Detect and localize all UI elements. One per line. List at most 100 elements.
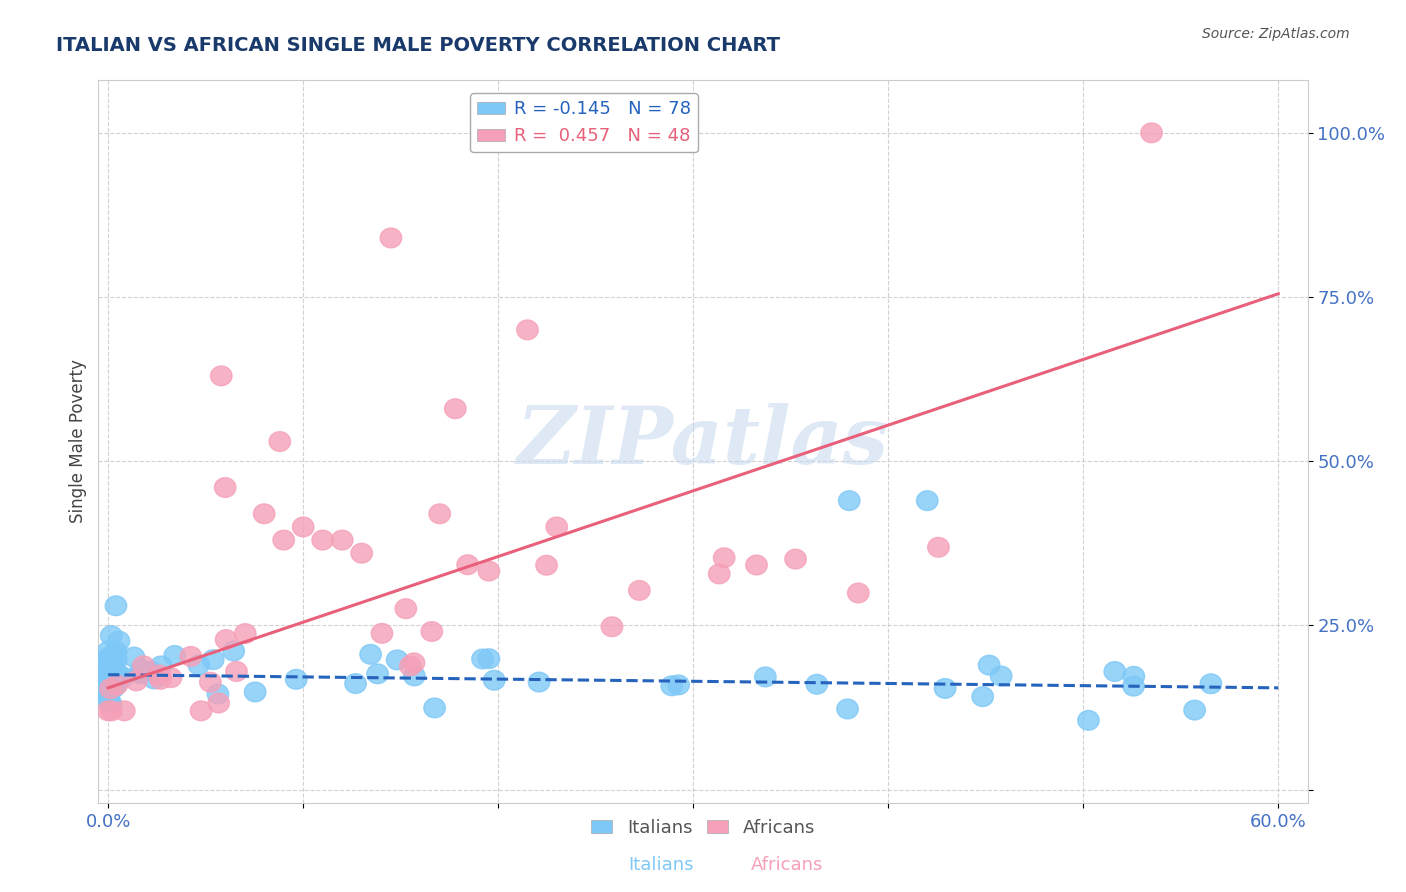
Ellipse shape [529,673,550,692]
Ellipse shape [269,432,291,451]
Ellipse shape [312,530,333,549]
Ellipse shape [972,687,994,706]
Ellipse shape [97,677,120,697]
Ellipse shape [935,679,956,698]
Ellipse shape [125,671,148,690]
Ellipse shape [404,653,425,673]
Ellipse shape [928,537,949,558]
Text: ZIPatlas: ZIPatlas [517,403,889,480]
Ellipse shape [100,693,121,713]
Ellipse shape [404,666,425,686]
Ellipse shape [129,663,150,682]
Ellipse shape [224,641,245,661]
Ellipse shape [105,642,127,662]
Ellipse shape [98,672,120,691]
Ellipse shape [990,666,1012,686]
Ellipse shape [484,671,505,690]
Ellipse shape [917,491,938,510]
Ellipse shape [105,596,127,615]
Ellipse shape [107,665,128,684]
Ellipse shape [97,665,120,685]
Ellipse shape [202,649,224,670]
Ellipse shape [165,646,186,665]
Ellipse shape [713,548,735,567]
Ellipse shape [114,701,135,721]
Ellipse shape [132,656,155,675]
Ellipse shape [292,517,314,537]
Ellipse shape [104,662,125,681]
Ellipse shape [661,676,682,696]
Ellipse shape [131,660,152,680]
Ellipse shape [602,617,623,637]
Ellipse shape [423,698,446,718]
Ellipse shape [124,648,145,667]
Y-axis label: Single Male Poverty: Single Male Poverty [69,359,87,524]
Ellipse shape [180,647,201,666]
Ellipse shape [98,691,120,711]
Ellipse shape [245,682,266,702]
Ellipse shape [100,659,121,679]
Ellipse shape [215,630,236,649]
Ellipse shape [745,555,768,574]
Ellipse shape [150,670,172,690]
Ellipse shape [98,648,120,667]
Ellipse shape [1078,711,1099,731]
Ellipse shape [546,517,568,537]
Ellipse shape [97,669,120,689]
Ellipse shape [367,664,388,683]
Ellipse shape [97,655,120,674]
Ellipse shape [1140,123,1163,143]
Ellipse shape [517,320,538,340]
Ellipse shape [395,599,416,618]
Text: Africans: Africans [751,855,824,873]
Ellipse shape [100,679,121,698]
Ellipse shape [98,640,120,661]
Ellipse shape [101,657,124,676]
Ellipse shape [352,543,373,563]
Ellipse shape [101,625,122,646]
Ellipse shape [97,701,120,721]
Ellipse shape [253,504,276,524]
Text: ITALIAN VS AFRICAN SINGLE MALE POVERTY CORRELATION CHART: ITALIAN VS AFRICAN SINGLE MALE POVERTY C… [56,36,780,54]
Ellipse shape [211,366,232,385]
Ellipse shape [148,665,170,685]
Ellipse shape [1123,666,1144,686]
Ellipse shape [97,663,120,682]
Ellipse shape [979,656,1000,675]
Ellipse shape [472,649,494,669]
Ellipse shape [848,583,869,603]
Ellipse shape [103,678,124,698]
Ellipse shape [273,530,294,549]
Ellipse shape [101,647,122,666]
Ellipse shape [380,228,402,248]
Ellipse shape [755,667,776,687]
Ellipse shape [98,683,120,703]
Ellipse shape [98,669,120,689]
Ellipse shape [806,674,828,694]
Ellipse shape [98,672,120,691]
Ellipse shape [444,399,465,418]
Ellipse shape [837,699,858,719]
Ellipse shape [108,632,129,651]
Ellipse shape [1184,700,1205,720]
Ellipse shape [399,657,420,676]
Ellipse shape [387,650,408,670]
Ellipse shape [105,650,127,670]
Ellipse shape [105,649,127,669]
Ellipse shape [226,662,247,681]
Ellipse shape [478,561,499,581]
Ellipse shape [190,701,212,721]
Ellipse shape [628,581,650,600]
Ellipse shape [143,669,165,689]
Ellipse shape [1201,674,1222,694]
Ellipse shape [160,668,181,688]
Ellipse shape [97,687,120,706]
Ellipse shape [150,657,172,676]
Ellipse shape [285,670,307,690]
Ellipse shape [215,477,236,498]
Ellipse shape [104,643,125,663]
Text: Source: ZipAtlas.com: Source: ZipAtlas.com [1202,27,1350,41]
Ellipse shape [208,693,229,713]
Text: Italians: Italians [628,855,693,873]
Ellipse shape [1123,676,1144,696]
